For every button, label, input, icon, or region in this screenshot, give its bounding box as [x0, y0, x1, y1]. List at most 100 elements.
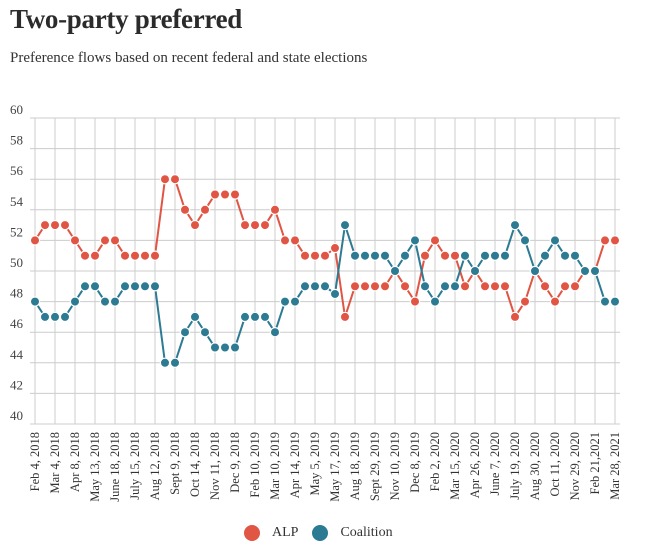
data-point-alp[interactable]: [149, 250, 161, 261]
data-point-alp[interactable]: [429, 235, 441, 246]
data-point-alp[interactable]: [539, 281, 551, 292]
data-point-coalition[interactable]: [489, 250, 501, 261]
data-point-alp[interactable]: [299, 250, 311, 261]
data-point-alp[interactable]: [39, 219, 51, 231]
data-point-coalition[interactable]: [269, 327, 281, 338]
data-point-alp[interactable]: [179, 204, 191, 215]
data-point-coalition[interactable]: [69, 296, 81, 307]
legend-item-alp[interactable]: ALP: [244, 525, 298, 541]
data-point-coalition[interactable]: [589, 265, 601, 277]
data-point-coalition[interactable]: [549, 235, 561, 246]
data-point-coalition[interactable]: [249, 311, 261, 323]
data-point-coalition[interactable]: [409, 235, 421, 246]
data-point-alp[interactable]: [139, 250, 151, 261]
data-point-coalition[interactable]: [119, 281, 131, 292]
data-point-coalition[interactable]: [479, 250, 491, 261]
data-point-alp[interactable]: [269, 204, 281, 215]
data-point-coalition[interactable]: [319, 281, 331, 292]
data-point-alp[interactable]: [599, 235, 611, 246]
data-point-coalition[interactable]: [569, 250, 581, 261]
data-point-coalition[interactable]: [209, 342, 221, 353]
data-point-coalition[interactable]: [239, 311, 251, 323]
data-point-coalition[interactable]: [449, 281, 461, 292]
data-point-alp[interactable]: [439, 250, 451, 261]
data-point-coalition[interactable]: [199, 327, 211, 338]
data-point-coalition[interactable]: [129, 281, 141, 292]
data-point-alp[interactable]: [419, 250, 431, 261]
data-point-coalition[interactable]: [509, 219, 521, 231]
data-point-alp[interactable]: [519, 296, 531, 307]
data-point-alp[interactable]: [259, 219, 271, 231]
data-point-coalition[interactable]: [599, 296, 611, 307]
data-point-alp[interactable]: [229, 189, 241, 200]
data-point-coalition[interactable]: [499, 250, 511, 261]
data-point-coalition[interactable]: [439, 281, 451, 292]
data-point-alp[interactable]: [249, 219, 261, 231]
data-point-alp[interactable]: [349, 281, 361, 292]
data-point-alp[interactable]: [59, 219, 71, 231]
data-point-alp[interactable]: [339, 311, 351, 323]
data-point-coalition[interactable]: [219, 342, 231, 353]
data-point-coalition[interactable]: [579, 265, 591, 277]
data-point-alp[interactable]: [219, 189, 231, 200]
data-point-coalition[interactable]: [299, 281, 311, 292]
data-point-alp[interactable]: [319, 250, 331, 261]
data-point-coalition[interactable]: [139, 281, 151, 292]
data-point-alp[interactable]: [89, 250, 101, 261]
data-point-coalition[interactable]: [189, 311, 201, 323]
data-point-coalition[interactable]: [229, 342, 241, 353]
data-point-coalition[interactable]: [459, 250, 471, 261]
data-point-coalition[interactable]: [349, 250, 361, 261]
data-point-alp[interactable]: [69, 235, 81, 246]
data-point-alp[interactable]: [489, 281, 501, 292]
data-point-coalition[interactable]: [419, 281, 431, 292]
data-point-alp[interactable]: [279, 235, 291, 246]
data-point-alp[interactable]: [109, 235, 121, 246]
data-point-coalition[interactable]: [339, 219, 351, 231]
data-point-alp[interactable]: [129, 250, 141, 261]
data-point-coalition[interactable]: [519, 235, 531, 246]
data-point-alp[interactable]: [239, 219, 251, 231]
data-point-alp[interactable]: [609, 235, 621, 246]
data-point-coalition[interactable]: [559, 250, 571, 261]
data-point-coalition[interactable]: [389, 265, 401, 277]
data-point-coalition[interactable]: [49, 311, 61, 323]
data-point-alp[interactable]: [509, 311, 521, 323]
data-point-alp[interactable]: [189, 219, 201, 231]
data-point-alp[interactable]: [169, 173, 181, 185]
data-point-alp[interactable]: [459, 281, 471, 292]
data-point-coalition[interactable]: [429, 296, 441, 307]
data-point-alp[interactable]: [49, 219, 61, 231]
data-point-coalition[interactable]: [99, 296, 111, 307]
data-point-coalition[interactable]: [399, 250, 411, 261]
data-point-alp[interactable]: [29, 235, 41, 246]
data-point-alp[interactable]: [499, 281, 511, 292]
data-point-alp[interactable]: [159, 173, 171, 185]
legend-item-coalition[interactable]: Coalition: [312, 525, 393, 541]
data-point-alp[interactable]: [549, 296, 561, 307]
data-point-coalition[interactable]: [309, 281, 321, 292]
data-point-alp[interactable]: [99, 235, 111, 246]
data-point-alp[interactable]: [449, 250, 461, 261]
data-point-coalition[interactable]: [609, 296, 621, 307]
data-point-coalition[interactable]: [109, 296, 121, 307]
data-point-coalition[interactable]: [329, 288, 341, 300]
data-point-alp[interactable]: [329, 242, 341, 254]
data-point-alp[interactable]: [359, 281, 371, 292]
data-point-coalition[interactable]: [169, 357, 181, 368]
data-point-coalition[interactable]: [149, 281, 161, 292]
data-point-alp[interactable]: [309, 250, 321, 261]
data-point-alp[interactable]: [559, 281, 571, 292]
data-point-alp[interactable]: [569, 281, 581, 292]
data-point-alp[interactable]: [479, 281, 491, 292]
data-point-coalition[interactable]: [39, 311, 51, 323]
data-point-coalition[interactable]: [259, 311, 271, 323]
data-point-alp[interactable]: [119, 250, 131, 261]
data-point-coalition[interactable]: [539, 250, 551, 261]
data-point-coalition[interactable]: [89, 281, 101, 292]
data-point-coalition[interactable]: [469, 265, 481, 277]
data-point-coalition[interactable]: [179, 327, 191, 338]
data-point-alp[interactable]: [399, 281, 411, 292]
data-point-alp[interactable]: [209, 189, 221, 200]
data-point-coalition[interactable]: [369, 250, 381, 261]
